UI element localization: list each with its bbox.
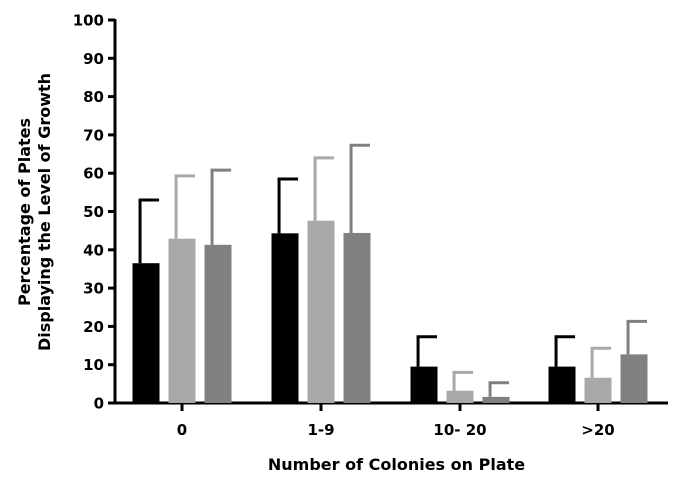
bar (168, 238, 196, 403)
bar (204, 244, 232, 403)
y-tick-label: 10 (83, 356, 104, 374)
bar (620, 354, 648, 403)
bar (343, 232, 371, 403)
y-tick-label: 30 (83, 280, 104, 298)
x-tick-label: 10- 20 (433, 421, 486, 439)
y-tick-label: 60 (83, 165, 104, 183)
bar (584, 377, 612, 403)
y-tick-label: 80 (83, 88, 104, 106)
bars (132, 143, 648, 403)
y-axis: 0 10 20 30 40 50 60 70 80 90 100 (73, 12, 117, 413)
x-axis: 0 1-9 10- 20 >20 (113, 401, 668, 439)
bar (482, 396, 510, 403)
y-tick-label: 0 (94, 395, 104, 413)
x-tick-label: 1-9 (307, 421, 334, 439)
y-axis-title-line-2: Displaying the Level of Growth (35, 73, 54, 351)
bar (132, 263, 160, 403)
x-tick-label: 0 (177, 421, 187, 439)
y-tick-label: 70 (83, 126, 104, 144)
bar (307, 220, 335, 403)
x-tick-label: >20 (581, 421, 614, 439)
y-tick-label: 40 (83, 241, 104, 259)
bar (446, 390, 474, 403)
bar (410, 366, 438, 403)
bar (271, 233, 299, 403)
y-tick-label: 50 (83, 203, 104, 221)
x-axis-title: Number of Colonies on Plate (268, 455, 525, 474)
y-tick-label: 100 (73, 12, 104, 30)
y-axis-title-line-1: Percentage of Plates (15, 118, 34, 306)
bar (548, 366, 576, 403)
y-tick-label: 90 (83, 50, 104, 68)
y-tick-label: 20 (83, 318, 104, 336)
